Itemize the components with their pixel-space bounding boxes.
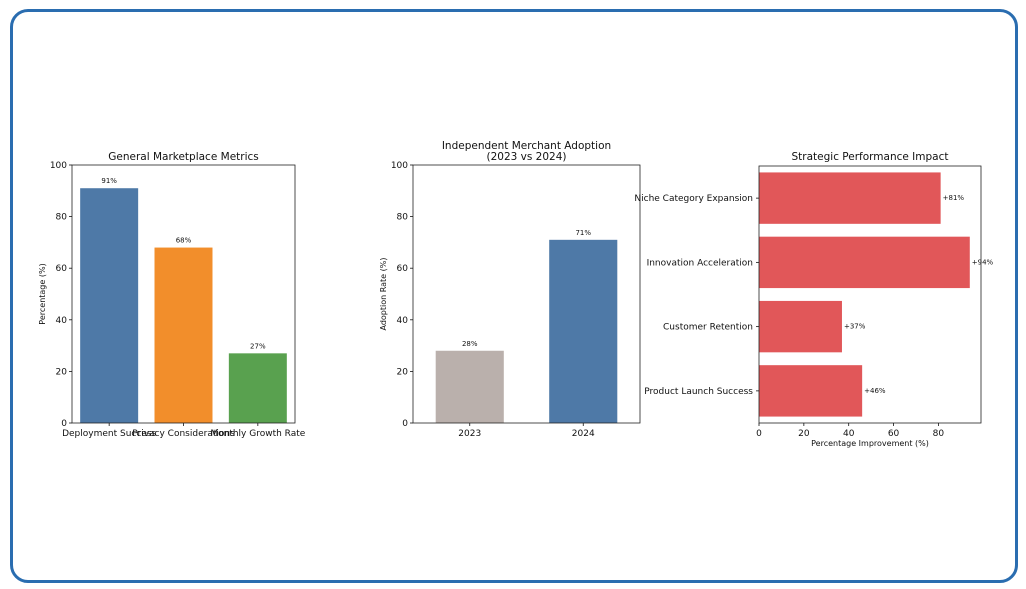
y-axis-label: Adoption Rate (%) — [379, 258, 388, 331]
y-tick-label: 100 — [391, 161, 408, 171]
x-tick-label: 2024 — [572, 429, 595, 439]
x-tick-label: 60 — [888, 429, 900, 439]
bar — [759, 172, 941, 224]
y-tick-label: Niche Category Expansion — [634, 194, 753, 204]
bar-value-label: 28% — [462, 340, 478, 348]
y-tick-label: 20 — [56, 367, 68, 377]
chart-title: General Marketplace Metrics — [108, 151, 259, 163]
bar-value-label: 68% — [176, 237, 192, 245]
chart-title: Independent Merchant Adoption — [442, 140, 611, 152]
y-tick-label: 0 — [61, 419, 67, 429]
x-tick-label: 0 — [756, 429, 762, 439]
chart-title: Strategic Performance Impact — [792, 151, 949, 163]
plot-area-frame — [71, 164, 296, 424]
y-tick-label: Customer Retention — [663, 323, 753, 333]
x-tick-label: 80 — [933, 429, 945, 439]
x-tick-label: Privacy Considerations — [132, 429, 235, 439]
y-tick-label: 60 — [397, 264, 409, 274]
y-axis-label: Percentage (%) — [38, 263, 47, 324]
y-tick-label: 40 — [397, 316, 409, 326]
bar-value-label: 71% — [575, 229, 591, 237]
bar — [154, 247, 213, 423]
bar-value-label: 91% — [101, 177, 117, 185]
y-tick-label: Innovation Acceleration — [647, 258, 753, 268]
bar-value-label: +81% — [943, 194, 965, 202]
y-tick-label: 0 — [402, 419, 408, 429]
x-tick-label: 20 — [798, 429, 810, 439]
x-axis-label: Percentage Improvement (%) — [811, 439, 929, 448]
chart-subtitle: (2023 vs 2024) — [487, 151, 567, 163]
x-tick-label: Deployment Success — [62, 429, 156, 439]
bar — [228, 353, 287, 423]
bar-value-label: 27% — [250, 342, 266, 350]
bar-value-label: +94% — [972, 258, 994, 266]
y-tick-label: 80 — [56, 213, 68, 223]
y-tick-label: 60 — [56, 264, 68, 274]
x-tick-label: 2023 — [458, 429, 481, 439]
bar — [759, 365, 863, 417]
y-tick-label: 40 — [56, 316, 68, 326]
y-tick-label: Product Launch Success — [644, 387, 753, 397]
bar — [549, 239, 618, 423]
x-tick-label: 40 — [843, 429, 855, 439]
y-tick-label: 100 — [50, 161, 67, 171]
plot-area-frame — [758, 165, 982, 424]
bar — [759, 236, 970, 289]
x-tick-label: Monthly Growth Rate — [210, 429, 305, 439]
bar — [759, 300, 842, 353]
y-tick-label: 20 — [397, 367, 409, 377]
bar-value-label: +37% — [844, 323, 866, 331]
plot-area-frame — [412, 164, 641, 424]
bar — [80, 188, 139, 423]
bar-value-label: +46% — [864, 387, 886, 395]
bar — [435, 350, 504, 423]
y-tick-label: 80 — [397, 213, 409, 223]
